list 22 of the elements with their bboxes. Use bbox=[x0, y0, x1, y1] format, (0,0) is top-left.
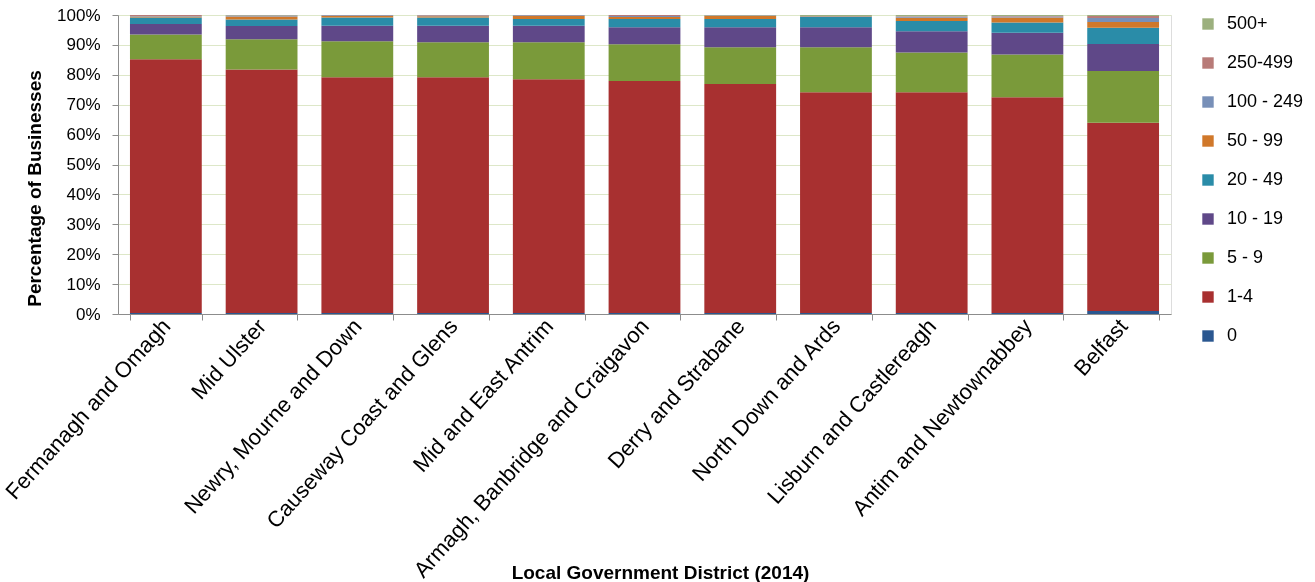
legend-label: 250-499 bbox=[1227, 52, 1294, 72]
legend-label: 20 - 49 bbox=[1227, 169, 1284, 189]
y-tick-label: 40% bbox=[66, 184, 101, 204]
y-tick-label: 70% bbox=[66, 95, 101, 115]
legend-label: 5 - 9 bbox=[1227, 247, 1264, 267]
x-axis-title: Local Government District (2014) bbox=[511, 561, 810, 582]
legend-label: 10 - 19 bbox=[1227, 208, 1284, 228]
legend-label: 50 - 99 bbox=[1227, 130, 1284, 150]
legend-label: 0 bbox=[1227, 325, 1238, 345]
legend-label: 100 - 249 bbox=[1227, 91, 1304, 111]
legend-label: 1-4 bbox=[1227, 286, 1254, 306]
y-tick-label: 0% bbox=[75, 304, 101, 324]
legend-label: 500+ bbox=[1227, 13, 1268, 33]
y-tick-label: 10% bbox=[66, 274, 101, 294]
y-tick-label: 80% bbox=[66, 65, 101, 85]
y-tick-label: 100% bbox=[57, 5, 101, 25]
y-tick-label: 90% bbox=[66, 35, 101, 55]
y-tick-label: 30% bbox=[66, 214, 101, 234]
y-tick-label: 20% bbox=[66, 244, 101, 264]
y-tick-label: 50% bbox=[66, 155, 101, 174]
y-tick-label: 60% bbox=[66, 125, 101, 145]
y-axis-title: Percentage of Businesses bbox=[23, 70, 45, 307]
